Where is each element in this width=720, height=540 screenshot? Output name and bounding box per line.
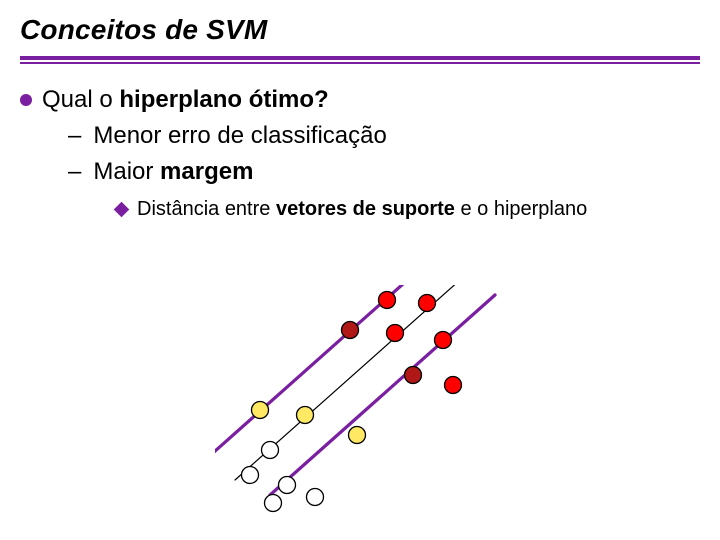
bullet-sub-1-text: Menor erro de classificação: [93, 122, 386, 150]
bullet-main-bold: hiperplano ótimo?: [119, 86, 328, 113]
class-a-dot: [445, 377, 462, 394]
class-a-dot: [419, 295, 436, 312]
bullet-sub-2-pre: Maior: [93, 158, 160, 185]
class-b-dot: [279, 477, 296, 494]
content-block: Qual o hiperplano ótimo? – Menor erro de…: [0, 64, 720, 221]
bullet-main: Qual o hiperplano ótimo?: [20, 86, 700, 114]
support-vector-b-dot: [349, 427, 366, 444]
support-vector-a-dot: [342, 322, 359, 339]
class-b-dot: [307, 489, 324, 506]
class-a-dot: [387, 325, 404, 342]
dash-icon: –: [68, 160, 81, 184]
support-vector-b-dot: [297, 407, 314, 424]
bullet-main-pre: Qual o: [42, 86, 119, 113]
support-vector-a-dot: [405, 367, 422, 384]
class-a-dot: [379, 292, 396, 309]
class-b-dot: [265, 495, 282, 512]
margin-line-lower: [215, 285, 430, 460]
diamond-icon: [114, 202, 130, 218]
bullet-subsub-post: e o hiperplano: [455, 198, 587, 220]
bullet-main-text: Qual o hiperplano ótimo?: [42, 86, 329, 114]
bullet-subsub-text: Distância entre vetores de suporte e o h…: [137, 198, 587, 221]
bullet-sub-1: – Menor erro de classificação: [68, 122, 700, 150]
class-b-dot: [242, 467, 259, 484]
margin-line-upper: [270, 295, 495, 495]
class-a-dot: [435, 332, 452, 349]
bullet-subsub-pre: Distância entre: [137, 198, 276, 220]
slide-title: Conceitos de SVM: [20, 14, 720, 46]
bullet-sub-2: – Maior margem: [68, 158, 700, 186]
bullet-sub-2-bold: margem: [160, 158, 253, 185]
underline-thick: [20, 56, 700, 60]
svm-chart: [215, 285, 515, 515]
class-b-dot: [262, 442, 279, 459]
bullet-subsub-bold: vetores de suporte: [276, 198, 455, 220]
title-block: Conceitos de SVM: [0, 0, 720, 46]
title-underline: [20, 56, 700, 64]
bullet-sub-2-text: Maior margem: [93, 158, 253, 186]
slide: Conceitos de SVM Qual o hiperplano ótimo…: [0, 0, 720, 540]
support-vector-b-dot: [252, 402, 269, 419]
dash-icon: –: [68, 124, 81, 148]
bullet-subsub: Distância entre vetores de suporte e o h…: [116, 198, 700, 221]
bullet-icon: [20, 94, 32, 106]
